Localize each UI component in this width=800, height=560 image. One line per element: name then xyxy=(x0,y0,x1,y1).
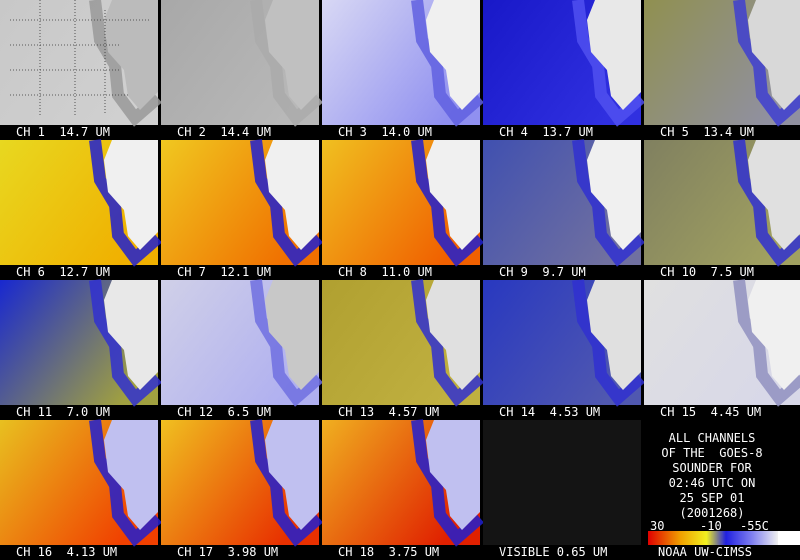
channel-label: CH 11 7.0 UM xyxy=(16,405,110,419)
channel-panel: CH 16 4.13 UM xyxy=(0,419,162,559)
land xyxy=(748,140,800,250)
channel-panel: CH 2 14.4 UM xyxy=(161,0,323,139)
channel-label: CH 12 6.5 UM xyxy=(177,405,271,419)
channel-label: CH 14 4.53 UM xyxy=(499,405,600,419)
info-line: SOUNDER FOR xyxy=(672,461,752,475)
info-line: 25 SEP 01 xyxy=(679,491,744,505)
channel-label: CH 10 7.5 UM xyxy=(660,265,754,279)
land xyxy=(265,0,319,110)
coast-band xyxy=(411,139,484,267)
channel-label: CH 5 13.4 UM xyxy=(660,125,754,139)
coast-band xyxy=(250,139,323,267)
channel-label: CH 13 4.57 UM xyxy=(338,405,439,419)
land xyxy=(104,0,158,110)
channel-panel: CH 18 3.75 UM xyxy=(322,419,484,559)
channel-label: CH 9 9.7 UM xyxy=(499,265,586,279)
channel-label: CH 17 3.98 UM xyxy=(177,545,278,559)
info-line: ALL CHANNELS xyxy=(669,431,756,445)
coast-band xyxy=(572,279,645,407)
channel-label: CH 4 13.7 UM xyxy=(499,125,593,139)
channel-panel: VISIBLE 0.65 UM xyxy=(483,420,641,559)
land xyxy=(587,0,641,110)
coast-band xyxy=(250,279,323,407)
coast-band xyxy=(733,279,800,407)
coast-band xyxy=(89,0,162,127)
land xyxy=(587,280,641,390)
land xyxy=(265,420,319,530)
map-outline xyxy=(10,0,150,115)
colorbar-label: -55C xyxy=(740,519,769,533)
info-line: OF THE GOES-8 xyxy=(661,446,762,460)
channel-label: CH 15 4.45 UM xyxy=(660,405,761,419)
coast-band xyxy=(250,419,323,547)
channel-panel: CH 9 9.7 UM xyxy=(483,139,645,279)
land xyxy=(104,140,158,250)
land xyxy=(426,140,480,250)
land xyxy=(265,140,319,250)
channel-label: CH 16 4.13 UM xyxy=(16,545,117,559)
land xyxy=(426,420,480,530)
colorbar xyxy=(648,531,778,545)
colorbar-label: -10 xyxy=(700,519,722,533)
coast-band xyxy=(411,419,484,547)
channel-panel: CH 14 4.53 UM xyxy=(483,279,645,419)
channel-panel: CH 11 7.0 UM xyxy=(0,279,162,419)
channel-panel: CH 10 7.5 UM xyxy=(644,139,800,279)
coast-band xyxy=(572,139,645,267)
land xyxy=(265,280,319,390)
land xyxy=(104,280,158,390)
channel-image xyxy=(483,420,641,545)
coast-band xyxy=(572,0,645,127)
channel-panel: CH 15 4.45 UM xyxy=(644,279,800,419)
credit: NOAA UW-CIMSS xyxy=(658,545,752,559)
channel-panel: CH 12 6.5 UM xyxy=(161,279,323,419)
channel-panel: CH 13 4.57 UM xyxy=(322,279,484,419)
channel-label: CH 1 14.7 UM xyxy=(16,125,110,139)
coast-band xyxy=(89,419,162,547)
info-line: 02:46 UTC ON xyxy=(669,476,756,490)
channel-label: CH 18 3.75 UM xyxy=(338,545,439,559)
channel-label: CH 3 14.0 UM xyxy=(338,125,432,139)
land xyxy=(426,0,480,110)
channel-panel: CH 4 13.7 UM xyxy=(483,0,645,139)
info-line: (2001268) xyxy=(679,506,744,520)
coast-band xyxy=(733,0,800,127)
channel-label: CH 7 12.1 UM xyxy=(177,265,271,279)
channel-label: CH 2 14.4 UM xyxy=(177,125,271,139)
coast-band xyxy=(411,0,484,127)
channel-panel: CH 3 14.0 UM xyxy=(322,0,484,139)
land xyxy=(426,280,480,390)
channel-panel: CH 7 12.1 UM xyxy=(161,139,323,279)
channel-panel: CH 5 13.4 UM xyxy=(644,0,800,139)
land xyxy=(748,280,800,390)
channel-label: CH 8 11.0 UM xyxy=(338,265,432,279)
coast-band xyxy=(250,0,323,127)
coast-band xyxy=(733,139,800,267)
channel-label: CH 6 12.7 UM xyxy=(16,265,110,279)
channel-panel: CH 6 12.7 UM xyxy=(0,139,162,279)
colorbar-end xyxy=(778,531,800,545)
land xyxy=(104,420,158,530)
coast-band xyxy=(89,139,162,267)
land xyxy=(748,0,800,110)
land xyxy=(587,140,641,250)
colorbar-label: 30 xyxy=(650,519,664,533)
channel-panel: CH 17 3.98 UM xyxy=(161,419,323,559)
channel-panel: CH 8 11.0 UM xyxy=(322,139,484,279)
channel-label: VISIBLE 0.65 UM xyxy=(499,545,607,559)
channel-panel: CH 1 14.7 UM xyxy=(0,0,162,139)
coast-band xyxy=(411,279,484,407)
coast-band xyxy=(89,279,162,407)
